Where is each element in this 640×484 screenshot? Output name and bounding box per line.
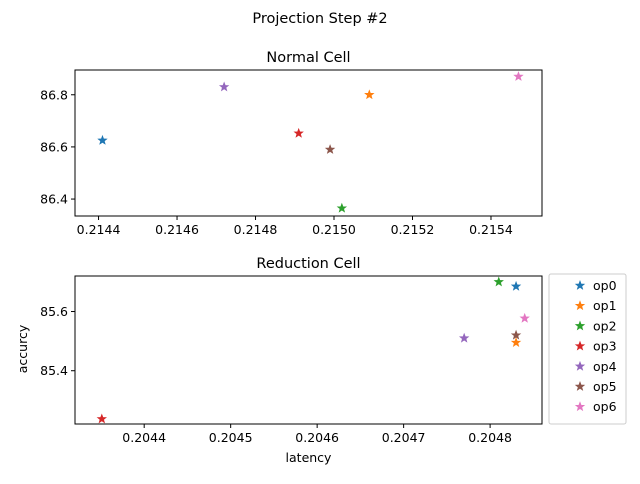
y-tick-label: 86.6 — [40, 139, 68, 154]
plot-frame — [74, 275, 543, 425]
y-tick-label: 86.8 — [40, 87, 68, 102]
normal-cell-panel: Normal Cell 0.2144 0.2146 0.2148 0.2150 0.21… — [40, 50, 543, 237]
legend-marker-op0 — [574, 280, 586, 290]
y-tick-label: 86.4 — [40, 192, 68, 207]
legend-label-op3: op3 — [593, 339, 617, 354]
reduction-cell-panel: Reduction Cell latency accurcy 0.2044 0.2… — [15, 256, 543, 465]
legend-marker-op2 — [574, 320, 586, 331]
legend-marker-op6 — [574, 401, 586, 412]
legend-marker-op1 — [574, 300, 586, 311]
x-tick-label: 0.2047 — [382, 430, 426, 445]
x-tick-label: 0.2150 — [312, 222, 356, 237]
x-tick-label: 0.2148 — [234, 222, 278, 237]
legend-label-op0: op0 — [593, 278, 617, 293]
data-point-op0 — [97, 134, 108, 145]
data-point-op4 — [218, 81, 230, 92]
data-point-op0 — [510, 280, 522, 291]
figure-suptitle: Projection Step #2 — [252, 11, 387, 27]
x-tick-label: 0.2152 — [391, 222, 435, 237]
x-tick-label: 0.2048 — [468, 430, 512, 445]
plot-frame — [74, 69, 543, 217]
data-point-op3 — [293, 127, 304, 138]
y-tick-label: 85.4 — [40, 363, 68, 378]
x-axis-label: latency — [286, 450, 333, 465]
data-point-op4 — [458, 332, 470, 343]
y-axis-label: accurcy — [15, 324, 30, 373]
data-point-op1 — [510, 337, 522, 348]
x-tick-label: 0.2046 — [295, 430, 339, 445]
legend-label-op1: op1 — [593, 298, 617, 313]
data-point-op6 — [519, 312, 530, 323]
x-tick-label: 0.2144 — [77, 222, 121, 237]
x-tick-label: 0.2154 — [469, 222, 513, 237]
legend-label-op4: op4 — [593, 359, 617, 374]
data-point-op1 — [364, 89, 375, 100]
legend-label-op5: op5 — [593, 379, 617, 394]
legend-frame — [548, 273, 627, 425]
data-point-op2 — [493, 276, 504, 287]
y-tick-label: 85.6 — [40, 304, 68, 319]
legend: op0 op1 op2 op3 op4 op5 op6 — [548, 273, 627, 425]
x-tick-label: 0.2044 — [122, 430, 166, 445]
legend-marker-op3 — [574, 340, 586, 351]
x-tick-label: 0.2045 — [209, 430, 253, 445]
data-point-op3 — [96, 413, 107, 424]
legend-marker-op5 — [574, 381, 586, 391]
data-point-op5 — [324, 144, 336, 154]
legend-label-op6: op6 — [593, 399, 617, 414]
legend-label-op2: op2 — [593, 318, 617, 333]
legend-marker-op4 — [574, 360, 586, 371]
x-tick-label: 0.2146 — [155, 222, 199, 237]
data-point-op5 — [510, 329, 522, 340]
data-point-op2 — [336, 202, 348, 213]
normal-cell-title: Normal Cell — [266, 50, 350, 66]
reduction-cell-title: Reduction Cell — [256, 256, 360, 272]
data-point-op6 — [513, 71, 524, 81]
